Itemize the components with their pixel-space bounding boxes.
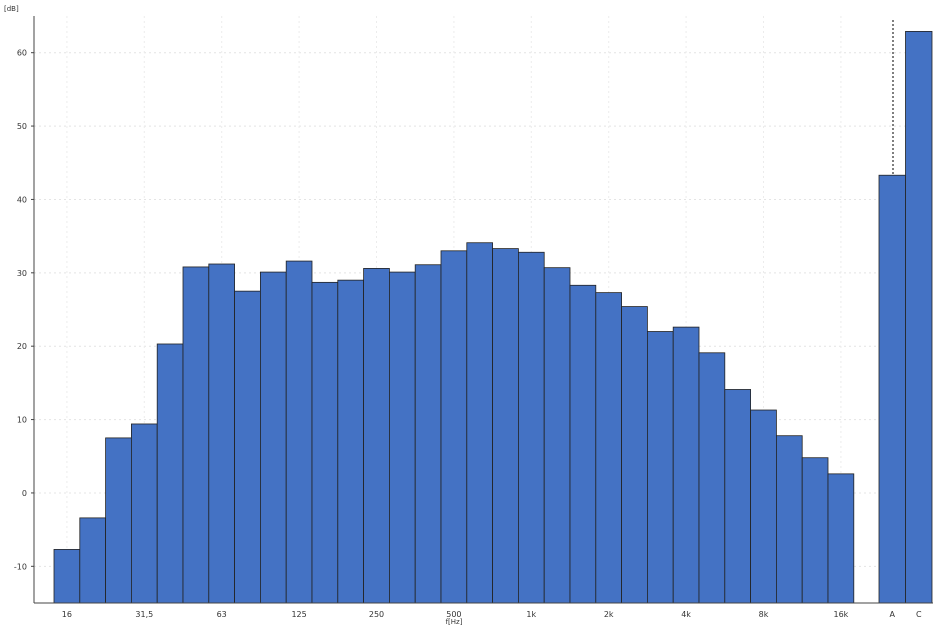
y-axis-unit-label: [dB] [4,5,19,13]
bar-20 [105,437,132,604]
bars-group [53,242,855,604]
x-tick-labels: 16 31,5 63 125 250 500 1k 2k 4k 8k 16k A C [62,610,922,619]
bar-315 [414,264,442,604]
y-tick-label: 60 [17,49,27,58]
y-tick-label: -10 [14,562,27,571]
bar-6.3k [750,409,777,604]
bar-800 [518,251,545,604]
bar-100 [285,260,313,604]
y-tick-label: 20 [17,342,27,351]
y-tick-label: 30 [17,269,27,278]
bar-12.5k [827,473,855,604]
bar-3.15k [672,326,700,604]
x-tick-label: 1k [526,610,536,619]
bar-1k [543,267,571,604]
bar-1.6k [595,292,622,604]
bar-8k [776,435,803,604]
y-tick-labels: -10 0 10 20 30 40 50 60 [14,49,34,571]
bar-2.5k [647,331,674,604]
bar-40 [182,266,210,604]
bar-31,5 [156,343,184,604]
bar-500 [466,242,493,604]
bar-630 [492,248,519,604]
y-tick-label: 0 [22,489,27,498]
y-tick-label: 50 [17,122,27,131]
x-tick-label: 31,5 [135,610,153,619]
bar-400 [440,250,468,604]
bar-5k [724,389,751,604]
bar-12.5 [53,549,81,604]
x-tick-label: 8k [759,610,769,619]
bar-63 [234,290,261,604]
bar-80 [259,271,287,604]
y-tick-label: 10 [17,416,27,425]
bar-25 [130,423,158,604]
bar-16 [79,517,107,604]
x-tick-label: 2k [604,610,614,619]
x-tick-label: 500 [446,610,461,619]
x-tick-label: 4k [681,610,691,619]
bar-125 [311,281,339,604]
summary-bar-A [878,174,906,604]
summary-tick-label: C [916,610,922,619]
x-tick-label: 16k [833,610,848,619]
x-axis-unit-label: f[Hz] [446,618,463,626]
summary-bars-group [878,31,933,604]
x-tick-label: 250 [369,610,384,619]
bar-160 [337,279,364,604]
bar-10k [801,457,829,604]
summary-tick-label: A [890,610,896,619]
bar-250 [388,271,416,604]
bar-200 [363,268,390,604]
bar-50 [208,263,236,604]
x-tick-label: 16 [62,610,72,619]
bar-4k [698,352,726,604]
y-tick-label: 40 [17,195,27,204]
x-tick-label: 63 [217,610,227,619]
x-tick-label: 125 [291,610,306,619]
bar-1.25k [569,284,597,604]
bar-2k [621,306,648,604]
summary-bar-C [905,31,933,604]
